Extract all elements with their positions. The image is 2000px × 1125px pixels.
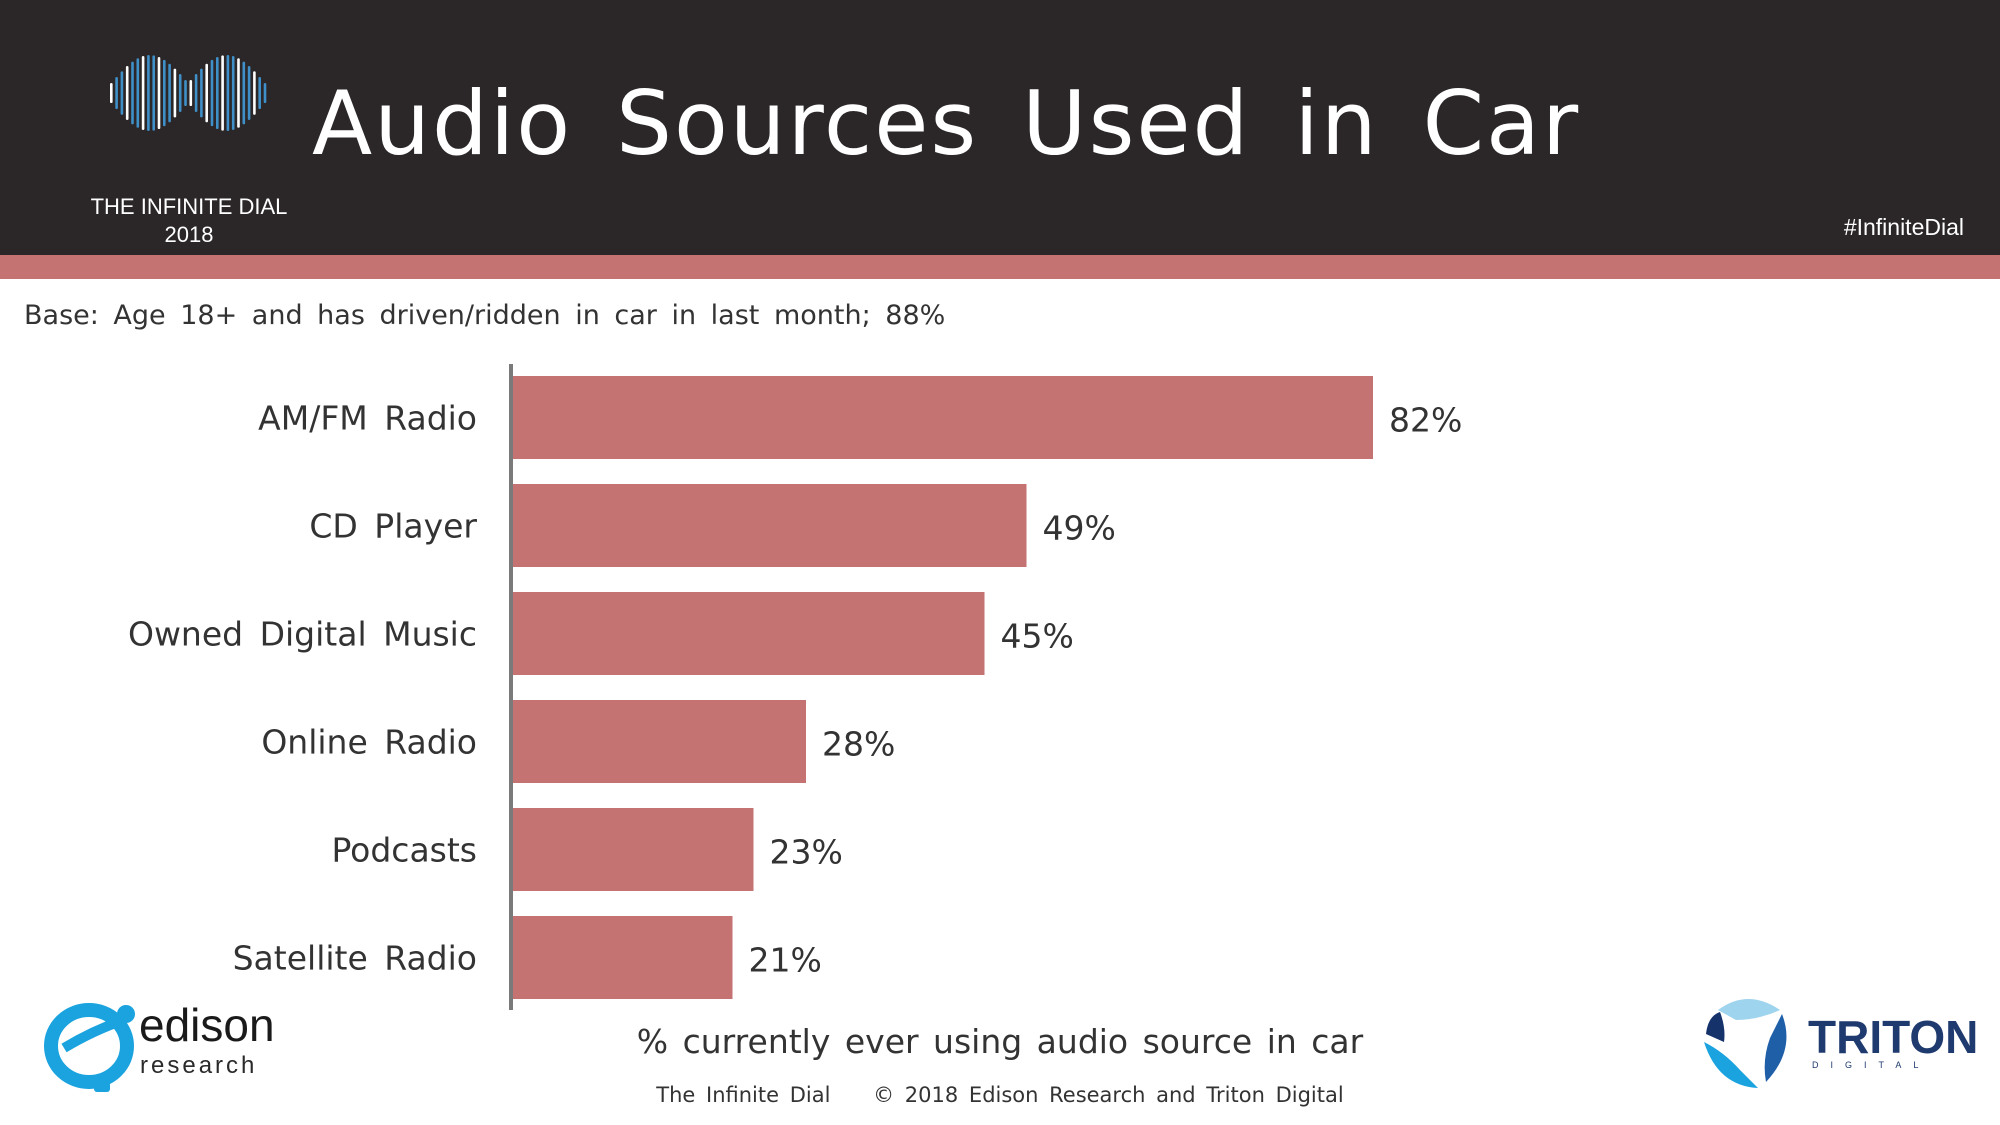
slide-title: Audio Sources Used in Car [312,72,1581,175]
category-label-owned-digital-music: Owned Digital Music [128,615,477,654]
bar-online-radio [512,700,806,783]
accent-stripe [0,255,2000,279]
value-label-cd-player: 49% [1043,509,1116,548]
triton-wordmark: TRITON [1808,1011,1979,1063]
edison-subtitle: research [140,1052,258,1079]
category-label-am-fm-radio: AM/FM Radio [258,399,477,438]
value-label-satellite-radio: 21% [749,941,822,980]
bar-podcasts [512,808,754,891]
category-label-cd-player: CD Player [309,507,477,546]
logo-text: THE INFINITE DIAL [90,194,288,219]
category-label-online-radio: Online Radio [261,723,477,762]
value-label-online-radio: 28% [822,725,895,764]
bar-chart: AM/FM Radio 82% CD Player 49% Owned Digital … [128,364,1462,1010]
logo-year: 2018 [164,222,214,247]
bar-owned-digital-music [512,592,985,675]
triton-mark-icon [1704,999,1787,1088]
edison-wordmark: edison [139,999,275,1051]
bar-cd-player [512,484,1027,567]
base-note: Base: Age 18+ and has driven/ridden in c… [24,300,946,331]
triton-subtitle: DIGITAL [1812,1060,1931,1070]
infinite-dial-logo: THE INFINITE DIAL 2018 [84,48,294,247]
header-band [0,0,2000,255]
edison-research-logo: edison research [44,990,294,1100]
footer-credit: The Infinite Dial © 2018 Edison Research… [656,1083,1344,1107]
value-label-am-fm-radio: 82% [1389,401,1462,440]
value-label-owned-digital-music: 45% [1001,617,1074,656]
edison-swirl-icon [44,1003,135,1092]
category-label-podcasts: Podcasts [331,831,477,870]
infinity-waveform-icon [110,55,267,131]
x-axis-label: % currently ever using audio source in c… [636,1022,1364,1061]
category-label-satellite-radio: Satellite Radio [233,939,477,978]
bar-satellite-radio [512,916,733,999]
value-label-podcasts: 23% [770,833,843,872]
hashtag: #InfiniteDial [1843,214,1964,240]
triton-digital-logo: TRITON DIGITAL [1696,990,1978,1100]
bar-am-fm-radio [512,376,1373,459]
